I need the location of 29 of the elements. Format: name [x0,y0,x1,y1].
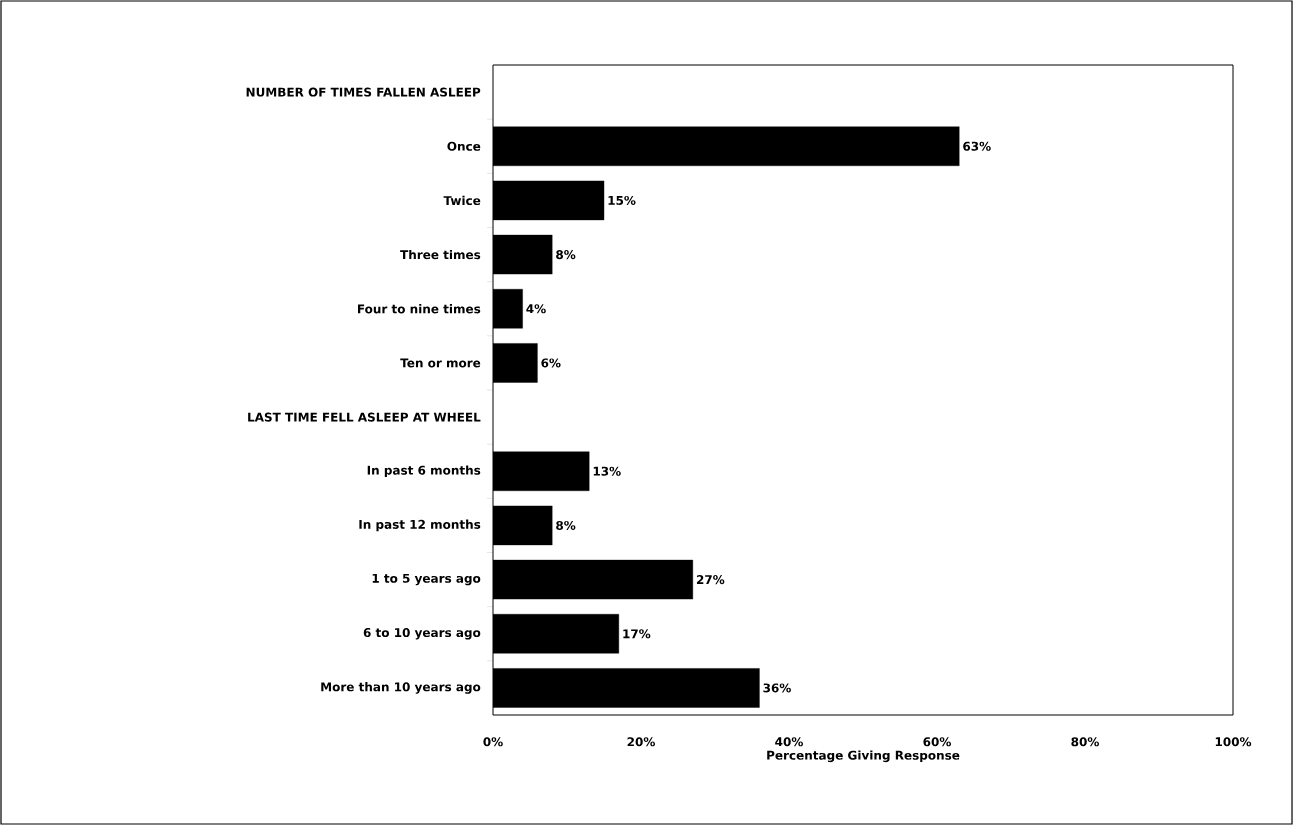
x-tick-label: 20% [627,737,655,747]
x-tick-label: 0% [483,737,503,747]
data-label: 13% [593,466,621,476]
y-tick-label: In past 12 months [359,519,481,532]
y-tick-label: Ten or more [400,358,481,368]
y-tick-label: Once [447,141,481,151]
y-tick-label: Three times [400,249,481,260]
x-tick-label: 60% [923,737,951,747]
data-label: 8% [556,520,576,530]
data-label: 4% [526,304,546,314]
x-tick-label: 40% [775,737,803,747]
y-tick-label: NUMBER OF TIMES FALLEN ASLEEP [246,87,481,97]
y-tick-label: 1 to 5 years ago [372,573,481,586]
data-label: 15% [608,195,636,205]
data-label: 36% [763,683,791,693]
data-label: 63% [963,141,991,151]
y-tick-label: In past 6 months [367,465,481,478]
x-axis-title: Percentage Giving Response [767,750,960,763]
y-tick-label: 6 to 10 years ago [363,628,481,640]
data-label: 8% [556,250,576,260]
x-tick-label: 100% [1215,737,1252,747]
y-tick-label: Twice [443,195,481,206]
y-tick-label: LAST TIME FELL ASLEEP AT WHEEL [248,412,481,422]
data-label: 27% [696,575,725,585]
data-label: 6% [541,358,561,368]
y-tick-label: Four to nine times [358,304,481,314]
x-tick-label: 80% [1071,737,1099,747]
data-label: 17% [623,629,651,639]
y-tick-label: More than 10 years ago [321,682,481,694]
